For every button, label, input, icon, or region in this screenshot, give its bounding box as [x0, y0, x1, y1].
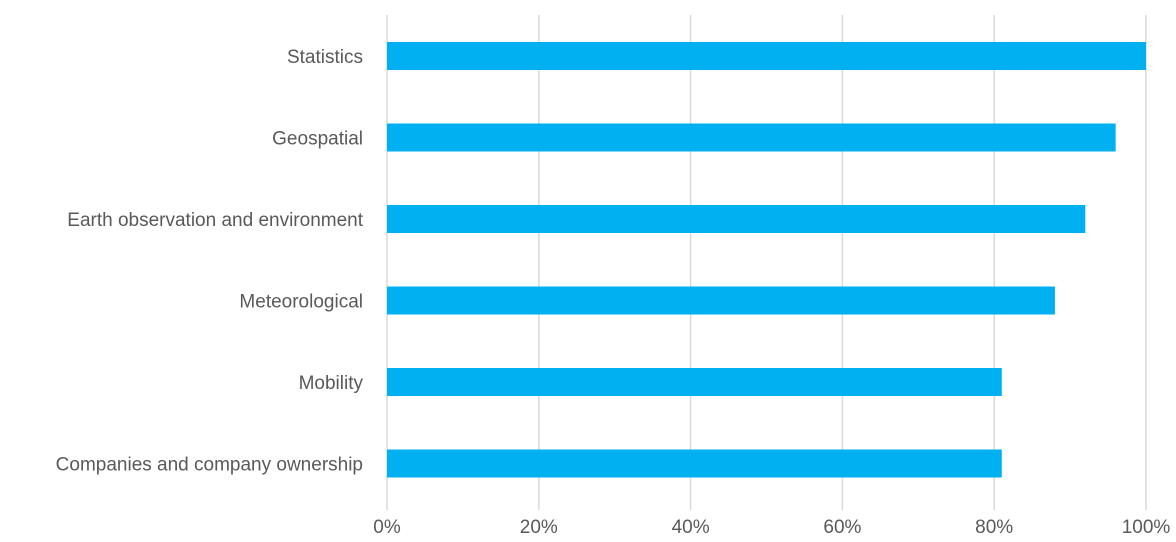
- x-tick-label: 80%: [975, 517, 1013, 538]
- category-label: Meteorological: [239, 292, 363, 313]
- category-label: Companies and company ownership: [56, 455, 363, 476]
- bar-meteorological: [387, 286, 1055, 315]
- bar-companies-and-company-ownership: [387, 449, 1002, 478]
- bar-geospatial: [387, 123, 1116, 152]
- category-labels: Statistics Geospatial Earth observation an…: [56, 47, 364, 476]
- bar-earth-observation-and-environment: [387, 205, 1086, 233]
- bars: [387, 42, 1146, 478]
- x-axis-tick-labels: 0% 20% 40% 60% 80% 100%: [373, 517, 1170, 538]
- gridlines: [386, 15, 1147, 510]
- category-label: Mobility: [299, 373, 364, 394]
- bar-mobility: [387, 368, 1002, 396]
- x-tick-label: 100%: [1122, 517, 1171, 538]
- x-tick-label: 0%: [373, 517, 401, 538]
- category-label: Geospatial: [272, 129, 363, 150]
- x-tick-label: 20%: [520, 517, 558, 538]
- category-label: Statistics: [287, 47, 363, 68]
- category-label: Earth observation and environment: [67, 210, 363, 231]
- x-tick-label: 40%: [672, 517, 710, 538]
- x-tick-label: 60%: [823, 517, 861, 538]
- bar-statistics: [387, 42, 1146, 70]
